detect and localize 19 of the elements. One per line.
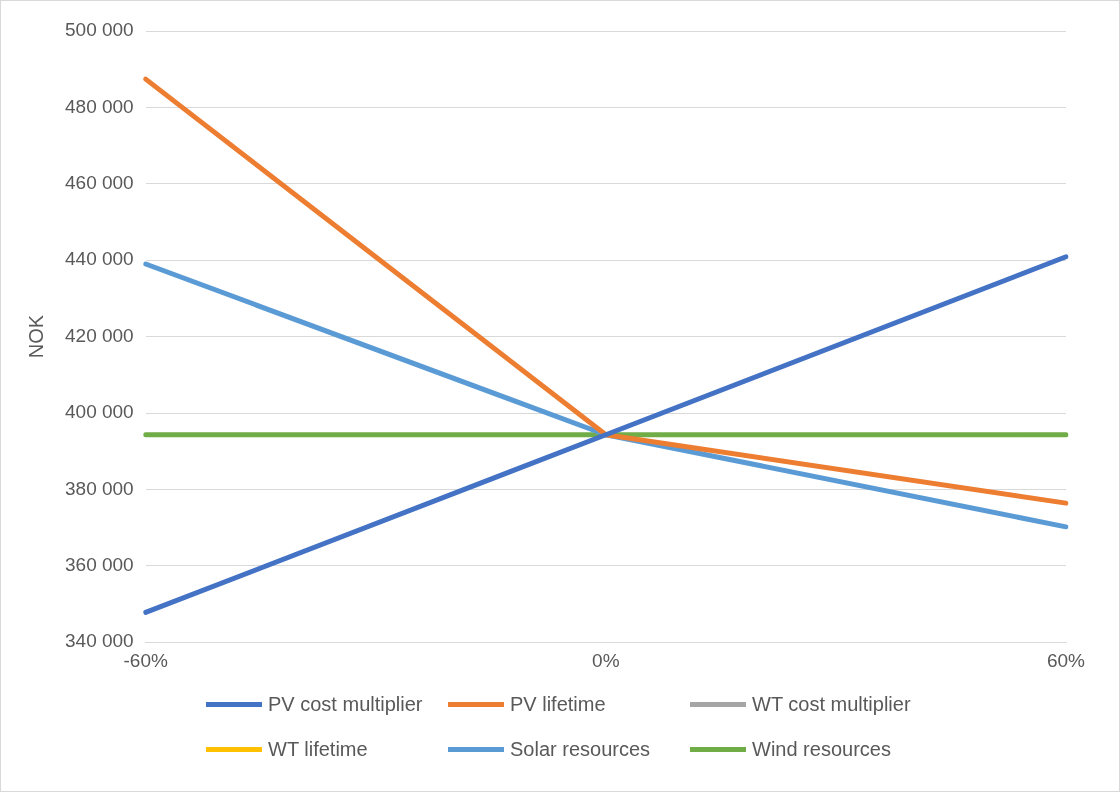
x-tick-label: -60%: [123, 649, 168, 671]
legend-label: PV lifetime: [510, 693, 606, 716]
legend-label: Wind resources: [752, 738, 891, 761]
y-tick-label: 420 000: [64, 324, 134, 346]
legend-label: WT lifetime: [268, 738, 368, 761]
y-tick-label: 340 000: [64, 630, 134, 652]
y-tick-label: 440 000: [64, 248, 134, 270]
legend-label: PV cost multiplier: [268, 693, 423, 716]
y-tick-label: 500 000: [64, 19, 134, 41]
x-tick-label: 60%: [1046, 649, 1086, 671]
y-tick-label: 380 000: [64, 477, 134, 499]
y-axis-title: NOK: [24, 314, 47, 359]
y-tick-label: 400 000: [64, 401, 134, 423]
y-tick-label: 360 000: [64, 554, 134, 576]
legend-label: Solar resources: [510, 738, 651, 761]
x-tick-label: 0%: [592, 649, 620, 671]
y-tick-label: 460 000: [64, 172, 134, 194]
legend-label: WT cost multiplier: [752, 693, 911, 716]
y-tick-label: 480 000: [64, 95, 134, 117]
